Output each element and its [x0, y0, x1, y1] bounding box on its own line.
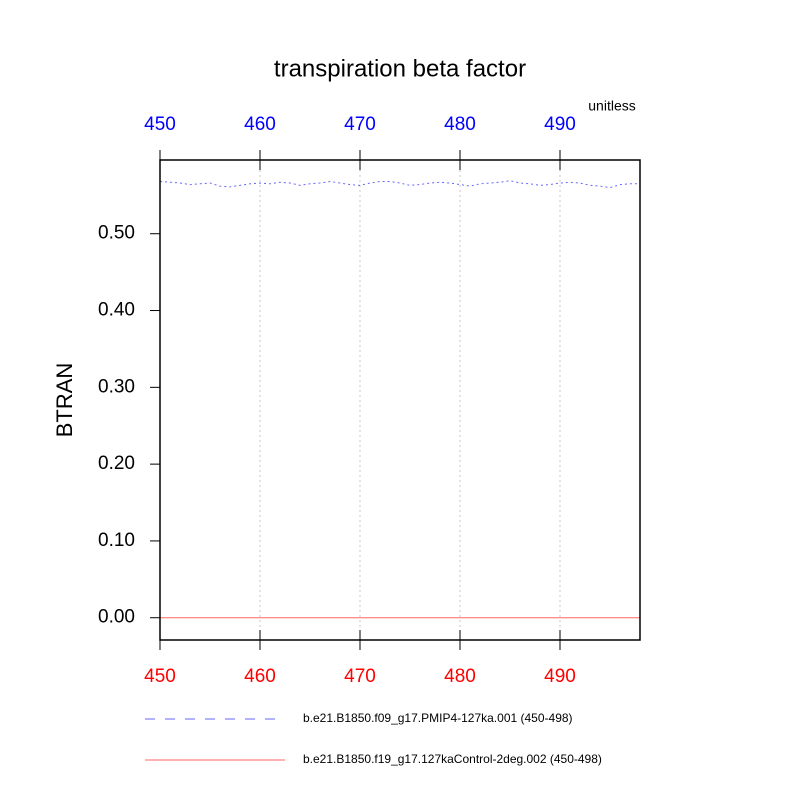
x-tick-label: 480: [444, 666, 476, 687]
x2-tick-label: 480: [444, 114, 476, 135]
y-tick-label: 0.30: [98, 376, 135, 397]
x2-tick-label: 450: [144, 114, 176, 135]
plot-frame: [159, 159, 641, 641]
x2-tick-label: 470: [344, 114, 376, 135]
x-tick-label: 450: [144, 666, 176, 687]
y-tick-label: 0.00: [98, 607, 135, 628]
x-tick-label: 460: [244, 666, 276, 687]
y-tick-label: 0.40: [98, 300, 135, 321]
units-label: unitless: [588, 98, 635, 114]
legend-label: b.e21.B1850.f19_g17.127kaControl-2deg.00…: [303, 752, 602, 766]
y-axis-label: BTRAN: [52, 363, 77, 438]
line-series: [159, 180, 640, 189]
y-tick-label: 0.20: [98, 453, 135, 474]
legend-label: b.e21.B1850.f09_g17.PMIP4-127ka.001 (450…: [303, 711, 573, 725]
y-tick-label: 0.50: [98, 223, 135, 244]
y-tick-label: 0.10: [98, 530, 135, 551]
x-tick-label: 470: [344, 666, 376, 687]
chart-title: transpiration beta factor: [274, 55, 526, 82]
x-tick-label: 490: [544, 666, 576, 687]
x2-tick-label: 490: [544, 114, 576, 135]
x2-tick-label: 460: [244, 114, 276, 135]
